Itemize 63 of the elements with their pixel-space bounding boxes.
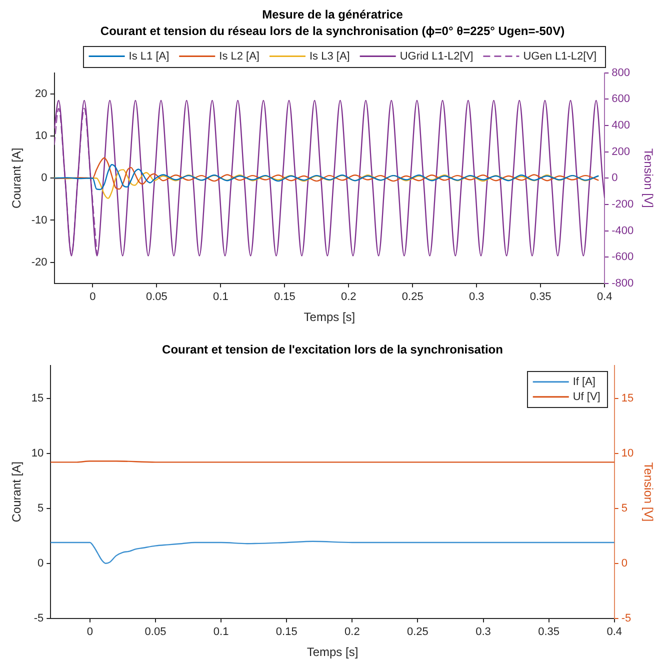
x-tick-label: 0.35 [538, 626, 560, 638]
legend-label: Uf [V] [572, 390, 600, 403]
y2-tick-label: 0 [621, 557, 628, 570]
x-tick-label: 0.3 [476, 626, 491, 638]
y2-tick-label: 400 [612, 119, 630, 132]
y-tick-label: 20 [35, 88, 48, 100]
x-tick-label: 0 [90, 291, 96, 304]
y2-tick-label: 600 [612, 93, 630, 106]
line-series [54, 100, 605, 256]
line-series [54, 164, 599, 190]
y2-tick-label: 15 [621, 392, 634, 404]
legend-label: If [A] [572, 376, 596, 388]
y-tick-label: 10 [35, 130, 48, 142]
legend-label: Is L1 [A] [128, 50, 170, 62]
x-tick-label: 0.1 [213, 291, 228, 304]
x-tick-label: 0.05 [146, 291, 168, 304]
x-tick-label: 0.3 [468, 291, 484, 304]
y-tick-label: 0 [38, 557, 44, 570]
y2-axis-title: Tension [V] [641, 462, 656, 522]
x-tick-label: 0.15 [274, 291, 296, 304]
y-tick-label: -10 [31, 214, 48, 226]
x-tick-label: 0.4 [596, 291, 612, 304]
chart-title: Courant et tension de l'excitation lors de la synchronisation [162, 342, 503, 357]
y-axis-title: Courant [A] [10, 462, 24, 522]
y2-tick-label: 800 [612, 66, 630, 79]
legend-label: UGen L1-L2[V] [523, 50, 597, 62]
y2-tick-label: 0 [612, 172, 618, 184]
y-tick-label: 5 [38, 502, 44, 514]
line-series [54, 157, 599, 190]
x-tick-label: 0.15 [276, 626, 298, 638]
legend-label: Is L3 [A] [309, 50, 350, 62]
y-tick-label: -5 [34, 612, 44, 624]
y2-tick-label: 5 [621, 502, 628, 514]
x-axis-title: Temps [s] [306, 645, 358, 660]
x-axis-title: Temps [s] [304, 310, 356, 324]
chart-title: Mesure de la génératrice [262, 8, 404, 22]
x-tick-label: 0.35 [530, 291, 552, 304]
y2-tick-label: -600 [612, 251, 634, 264]
x-tick-label: 0.05 [144, 626, 166, 638]
legend-label: UGrid L1-L2[V] [400, 50, 474, 62]
y2-tick-label: 10 [621, 447, 634, 460]
y-axis-title: Courant [A] [10, 148, 24, 208]
x-tick-label: 0.25 [402, 291, 424, 304]
y2-tick-label: -400 [612, 224, 634, 237]
chart-subtitle: Courant et tension du réseau lors de la synchronisation (ϕ=0° θ=225° Ugen=-50V) [100, 24, 565, 38]
x-tick-label: 0.2 [344, 626, 360, 638]
line-series [54, 108, 98, 256]
x-tick-label: 0.25 [407, 626, 428, 638]
y-tick-label: 15 [31, 392, 44, 404]
y2-tick-label: 200 [612, 146, 630, 158]
x-tick-label: 0.2 [340, 291, 356, 304]
y2-tick-label: -200 [612, 198, 634, 210]
legend-label: Is L2 [A] [219, 50, 260, 62]
y-tick-label: 10 [31, 447, 44, 460]
y2-tick-label: -800 [612, 277, 634, 290]
line-series [50, 540, 614, 564]
y-tick-label: -20 [31, 256, 48, 268]
y-tick-label: 0 [41, 172, 48, 184]
y2-tick-label: -5 [621, 612, 632, 624]
x-tick-label: 0.4 [606, 626, 622, 638]
x-tick-label: 0 [86, 626, 94, 638]
x-tick-label: 0.1 [213, 626, 229, 638]
y2-axis-title: Tension [V] [641, 148, 656, 208]
